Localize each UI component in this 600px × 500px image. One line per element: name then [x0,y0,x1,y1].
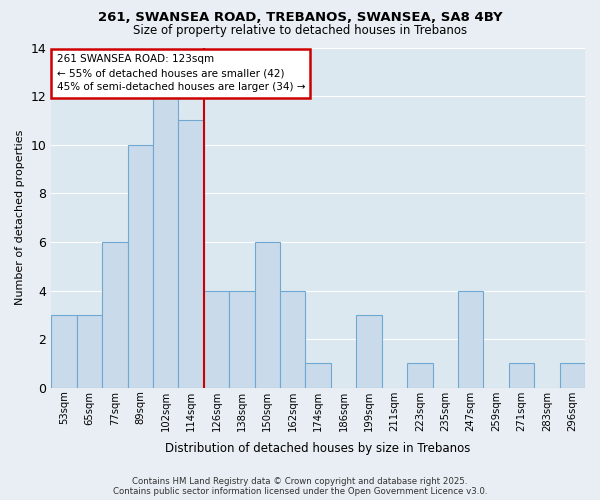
Bar [128,144,153,388]
Text: Contains HM Land Registry data © Crown copyright and database right 2025.
Contai: Contains HM Land Registry data © Crown c… [113,476,487,496]
Y-axis label: Number of detached properties: Number of detached properties [15,130,25,306]
Bar [204,290,229,388]
Text: 261, SWANSEA ROAD, TREBANOS, SWANSEA, SA8 4BY: 261, SWANSEA ROAD, TREBANOS, SWANSEA, SA… [98,11,502,24]
Bar [102,242,128,388]
Bar [509,364,534,388]
Bar [77,315,102,388]
Bar [178,120,204,388]
Bar [560,364,585,388]
Bar [51,315,77,388]
Bar [254,242,280,388]
Bar [229,290,254,388]
Bar [305,364,331,388]
Bar [153,96,178,388]
Bar [458,290,484,388]
X-axis label: Distribution of detached houses by size in Trebanos: Distribution of detached houses by size … [166,442,471,455]
Bar [407,364,433,388]
Bar [280,290,305,388]
Text: 261 SWANSEA ROAD: 123sqm
← 55% of detached houses are smaller (42)
45% of semi-d: 261 SWANSEA ROAD: 123sqm ← 55% of detach… [56,54,305,92]
Text: Size of property relative to detached houses in Trebanos: Size of property relative to detached ho… [133,24,467,37]
Bar [356,315,382,388]
